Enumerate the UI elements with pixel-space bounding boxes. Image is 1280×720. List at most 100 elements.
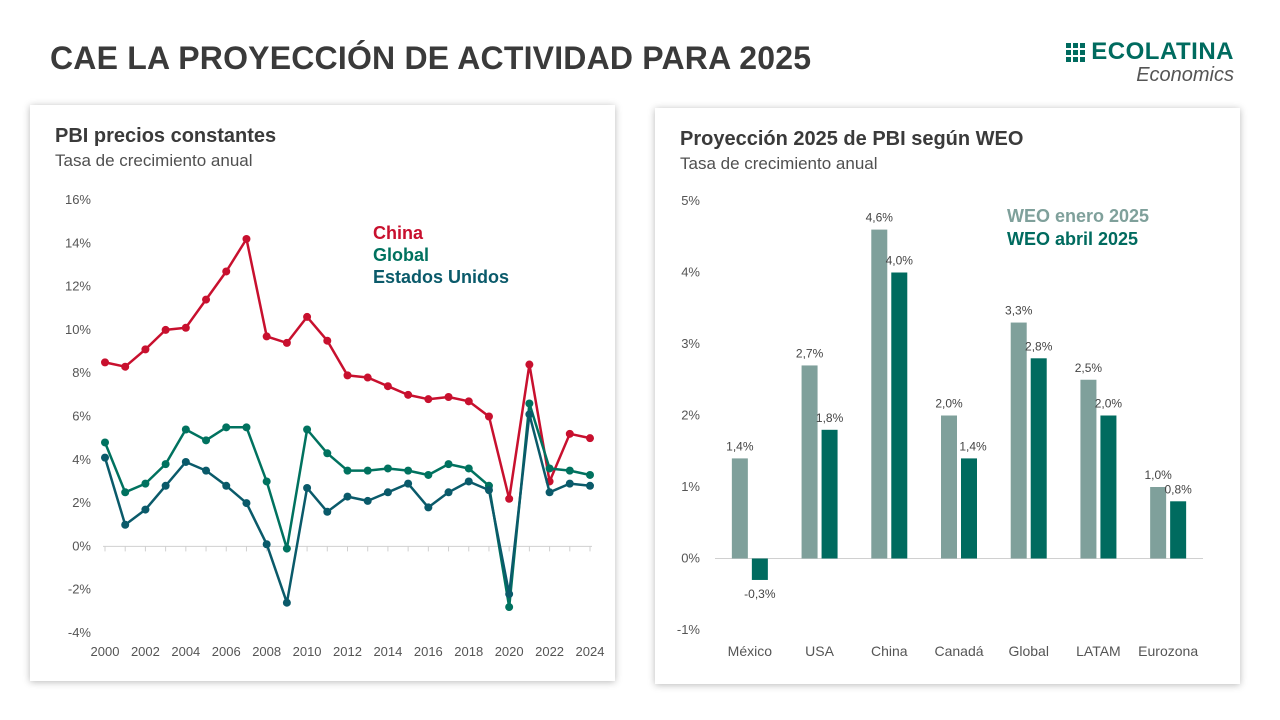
legend-item-weo-enero-2025: WEO enero 2025 [1007, 206, 1149, 226]
data-point-global [121, 488, 130, 497]
data-label-weo-enero-2025-usa: 2,7% [796, 346, 824, 360]
x-tick-label: 2014 [373, 644, 402, 659]
x-category-label: LATAM [1076, 643, 1121, 659]
y-tick-label: 4% [681, 265, 700, 280]
page-title: CAE LA PROYECCIÓN DE ACTIVIDAD PARA 2025 [50, 40, 812, 76]
data-label-weo-enero-2025-latam: 2,5% [1075, 361, 1103, 375]
bar-chart-subtitle: Tasa de crecimiento anual [680, 154, 878, 173]
y-tick-label: -4% [68, 625, 92, 640]
legend-item-china: China [373, 223, 424, 243]
bar-weo-abril-2025-usa [821, 429, 838, 559]
data-point-estados-unidos [525, 410, 534, 419]
data-point-global [383, 464, 392, 473]
data-point-estados-unidos [484, 486, 493, 495]
data-point-china [444, 393, 453, 402]
y-tick-label: 10% [65, 322, 91, 337]
y-tick-label: 16% [65, 192, 91, 207]
x-tick-label: 2002 [131, 644, 160, 659]
data-point-global [262, 477, 271, 486]
legend-item-global: Global [373, 245, 429, 265]
x-tick-label: 2024 [576, 644, 605, 659]
data-label-weo-enero-2025-global: 3,3% [1005, 304, 1033, 318]
bar-weo-abril-2025-eurozona [1170, 501, 1187, 559]
data-label-weo-abril-2025-eurozona: 0,8% [1164, 482, 1192, 496]
bar-weo-enero-2025-china [871, 229, 888, 559]
data-point-china [363, 373, 372, 382]
data-point-china [586, 434, 594, 443]
bar-weo-abril-2025-latam [1100, 415, 1117, 559]
data-point-china [202, 295, 211, 304]
y-tick-label: 2% [72, 495, 91, 510]
data-point-estados-unidos [363, 496, 372, 505]
data-point-estados-unidos [222, 481, 231, 490]
weo-projection-bar-chart-panel: Proyección 2025 de PBI según WEO Tasa de… [655, 108, 1240, 684]
data-point-estados-unidos [101, 453, 109, 462]
data-point-estados-unidos [161, 481, 170, 490]
data-point-global [282, 544, 291, 553]
y-tick-label: 6% [72, 409, 91, 424]
bar-weo-abril-2025-global [1030, 358, 1047, 559]
data-point-estados-unidos [262, 540, 271, 549]
x-category-label: Eurozona [1138, 643, 1198, 659]
data-label-weo-abril-2025-mexico: -0,3% [744, 587, 776, 601]
data-label-weo-abril-2025-china: 4,0% [886, 254, 914, 268]
line-chart-subtitle: Tasa de crecimiento anual [55, 151, 253, 170]
x-tick-label: 2010 [293, 644, 322, 659]
logo-subtitle: Economics [1136, 64, 1234, 86]
bar-weo-enero-2025-canada [941, 415, 957, 559]
data-point-china [141, 345, 150, 354]
y-tick-label: 3% [681, 336, 700, 351]
bar-weo-enero-2025-global [1010, 322, 1027, 559]
legend-item-estados-unidos: Estados Unidos [373, 267, 509, 287]
data-point-china [484, 412, 493, 421]
data-point-estados-unidos [323, 507, 332, 516]
data-point-global [545, 464, 554, 473]
bar-weo-enero-2025-latam [1080, 379, 1097, 559]
bar-weo-abril-2025-china [891, 272, 908, 559]
data-point-global [161, 460, 170, 469]
data-point-global [404, 466, 413, 475]
data-point-estados-unidos [444, 488, 453, 497]
data-point-china [303, 312, 312, 321]
data-point-china [242, 234, 251, 243]
data-point-estados-unidos [181, 457, 190, 466]
data-point-estados-unidos [586, 481, 594, 490]
data-point-china [181, 323, 190, 332]
data-label-weo-abril-2025-canada: 1,4% [959, 439, 987, 453]
y-tick-label: 8% [72, 365, 91, 380]
y-tick-label: 1% [681, 479, 700, 494]
line-chart-svg: -4% -2% 0% 2% 4% 6% 8% 10% 12% 14% 16% 2000 2002 2004… [65, 192, 605, 659]
data-point-estados-unidos [545, 488, 554, 497]
ecolatina-logo: ECOLATINA Economics [1066, 38, 1234, 87]
data-point-estados-unidos [121, 520, 130, 529]
data-label-weo-enero-2025-china: 4,6% [866, 211, 894, 225]
bar-weo-enero-2025-usa [801, 365, 818, 559]
y-tick-label: 2% [681, 408, 700, 423]
data-point-estados-unidos [383, 488, 392, 497]
line-chart-title: PBI precios constantes [55, 125, 277, 147]
bar-weo-enero-2025-mexico [731, 458, 748, 559]
x-category-label: Canadá [934, 643, 983, 659]
data-point-china [282, 338, 291, 347]
data-point-china [101, 358, 109, 367]
x-tick-label: 2020 [495, 644, 524, 659]
bar-chart-title: Proyección 2025 de PBI según WEO [680, 128, 1024, 150]
data-label-weo-abril-2025-usa: 1,8% [816, 411, 844, 425]
y-tick-label: 0% [72, 538, 91, 553]
x-tick-label: 2022 [535, 644, 564, 659]
data-point-china [161, 325, 170, 334]
bar-weo-abril-2025-mexico [751, 558, 768, 580]
logo-brand-name: ECOLATINA [1091, 38, 1234, 65]
data-point-china [222, 267, 231, 276]
x-category-label: México [728, 643, 773, 659]
data-point-china [343, 371, 352, 380]
data-point-global [424, 470, 433, 479]
data-point-china [383, 382, 392, 391]
data-point-china [464, 397, 473, 406]
data-point-estados-unidos [404, 479, 413, 488]
data-point-china [262, 332, 271, 341]
data-point-estados-unidos [565, 479, 574, 488]
data-point-china [323, 336, 332, 345]
x-tick-label: 2000 [91, 644, 120, 659]
y-tick-label: 0% [681, 551, 700, 566]
